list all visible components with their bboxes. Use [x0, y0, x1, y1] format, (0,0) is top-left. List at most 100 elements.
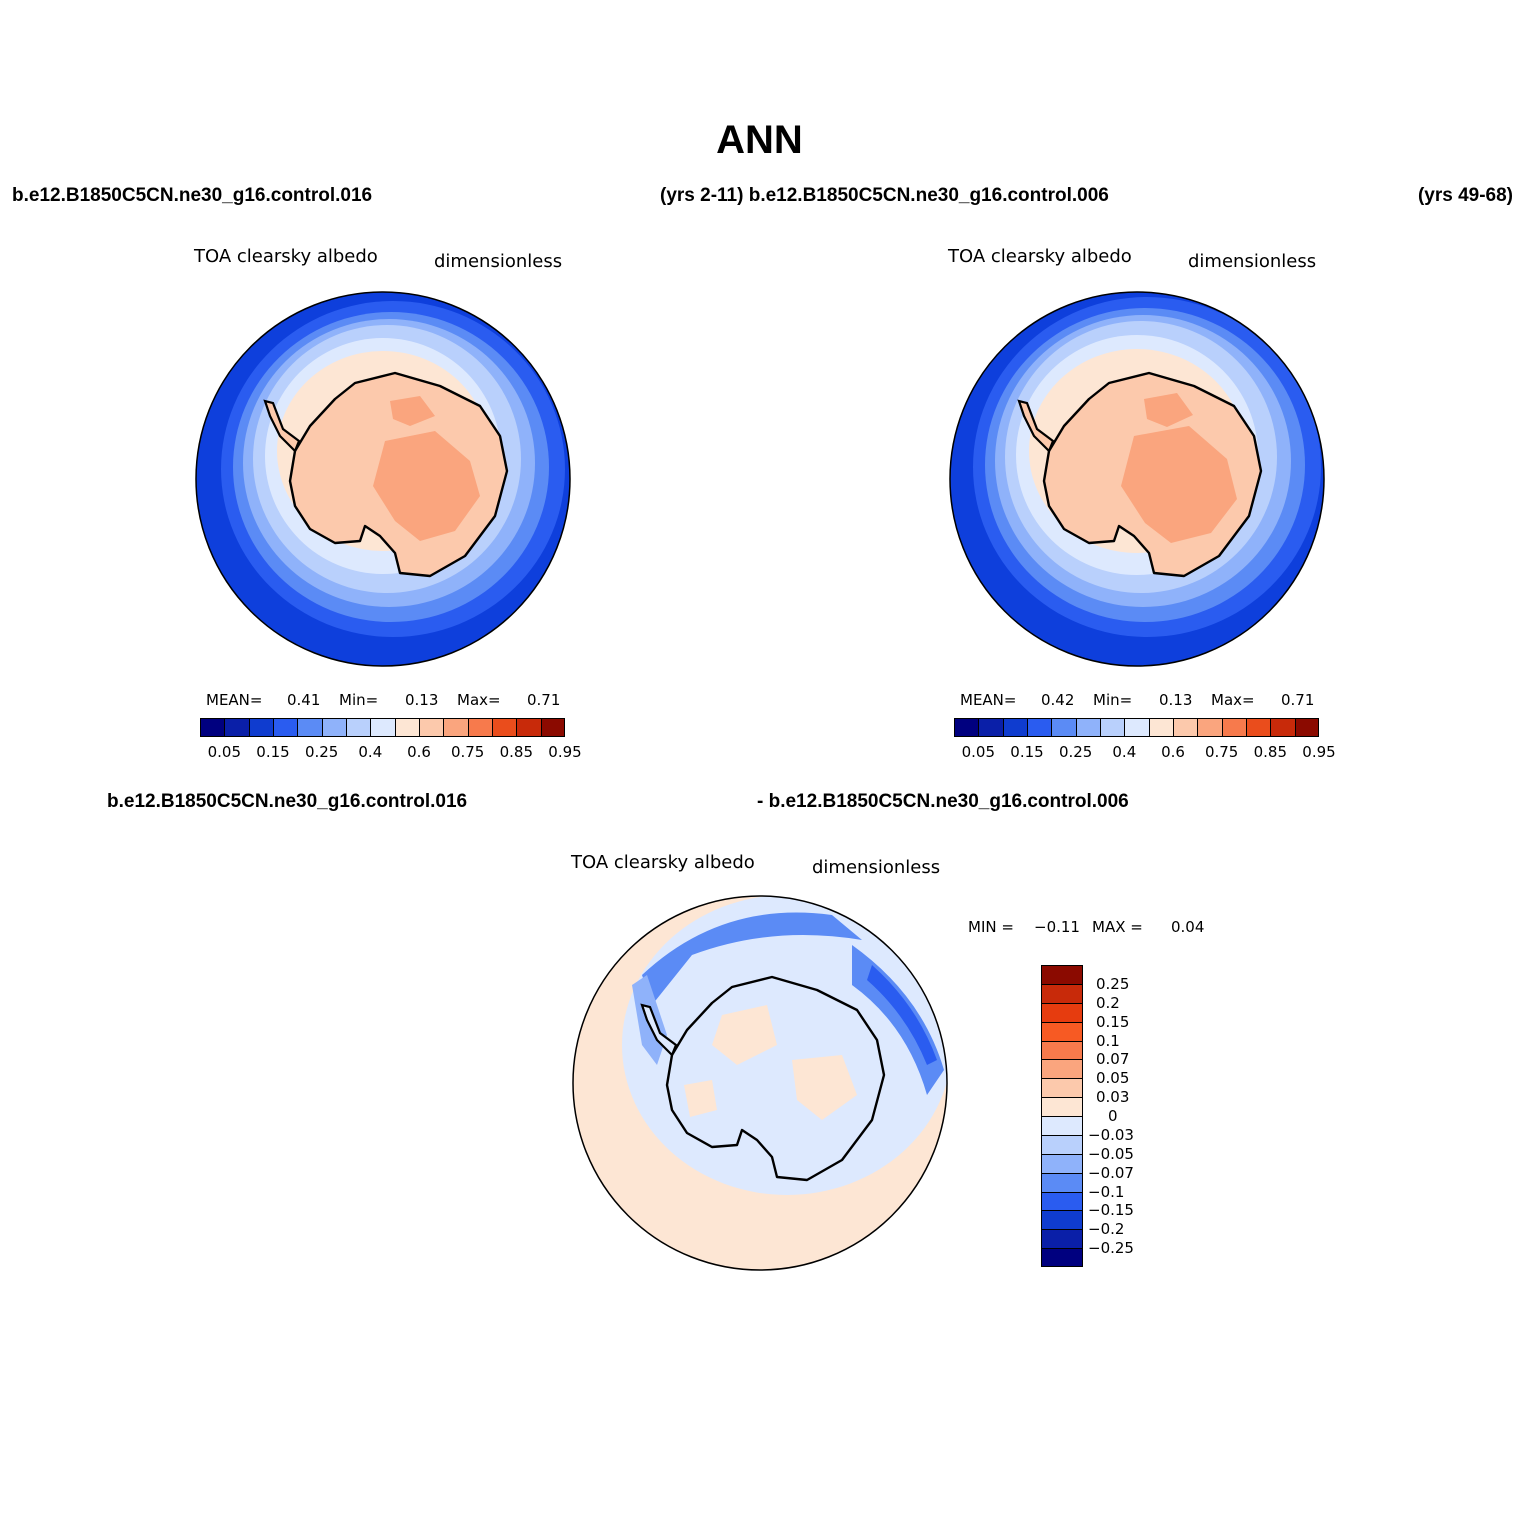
colorbar-tick-label: 0.25 [304, 743, 339, 761]
diff-colorbar-tick-label: −0.07 [1088, 1163, 1134, 1182]
diff-header-left: b.e12.B1850C5CN.ne30_g16.control.016 [107, 791, 468, 812]
diff-variable-label: TOA clearsky albedo [571, 852, 755, 873]
panel1-variable-label: TOA clearsky albedo [194, 246, 378, 267]
colorbar-tick-label: 0.6 [407, 743, 431, 761]
diff-colorbar-swatch [1041, 1059, 1083, 1079]
diff-min-value: −0.11 [1034, 918, 1080, 936]
colorbar-tick-label: 0.4 [358, 743, 383, 761]
diff-colorbar-tick-label: 0.25 [1096, 974, 1130, 993]
colorbar-swatch [540, 718, 565, 737]
colorbar-swatch [954, 718, 979, 737]
diff-colorbar-swatch [1041, 1191, 1083, 1211]
panel1-plateau-patch [390, 396, 435, 426]
colorbar-swatch [516, 718, 541, 737]
colorbar-swatch [1027, 718, 1052, 737]
panel1-min-label: Min= [339, 691, 379, 709]
case-header-center: (yrs 2-11) b.e12.B1850C5CN.ne30_g16.cont… [660, 185, 1109, 206]
panel2-mean-value: 0.42 [1041, 691, 1075, 709]
colorbar-swatch [321, 718, 346, 737]
colorbar-tick-label: 0.15 [1010, 743, 1044, 761]
diff-colorbar-swatch [1041, 1116, 1083, 1135]
diff-colorbar-tick-label: 0.15 [1096, 1012, 1130, 1031]
colorbar-swatch [297, 718, 322, 737]
colorbar-swatch [1294, 718, 1319, 737]
panel1-min-value: 0.13 [405, 691, 439, 709]
diff-colorbar-tick-label: −0.2 [1088, 1220, 1125, 1239]
colorbar-tick-label: 0.95 [1302, 743, 1336, 761]
diff-colorbar-tick-label: 0.2 [1096, 993, 1120, 1012]
panel2-plateau-patch [1144, 393, 1193, 427]
colorbar-swatch [394, 718, 419, 737]
colorbar-tick-label: 0.15 [256, 743, 290, 761]
panel1-max-label: Max= [457, 691, 501, 709]
diff-colorbar-swatch [1041, 1172, 1083, 1192]
panel1-plateau-high [373, 431, 480, 541]
diff-colorbar-tick-label: 0.03 [1096, 1088, 1130, 1107]
colorbar-swatch [1173, 718, 1198, 737]
colorbar-tick-label: 0.75 [450, 743, 485, 761]
panel1-mean-label: MEAN= [206, 691, 263, 709]
panel2-variable-label: TOA clearsky albedo [948, 246, 1132, 267]
diff-colorbar-tick-label: −0.25 [1088, 1239, 1134, 1258]
diff-colorbar-tick-label: 0.1 [1096, 1031, 1120, 1050]
diff-colorbar-swatch [1041, 1210, 1083, 1230]
diff-colorbar-tick-label: −0.05 [1088, 1144, 1134, 1163]
panel1-max-value: 0.71 [527, 691, 561, 709]
diff-blue-arc-north [642, 912, 862, 1005]
colorbar-swatch [1002, 718, 1027, 737]
diff-colorbar-swatch [1041, 1097, 1083, 1116]
colorbar-tick-label: 0.05 [207, 743, 242, 761]
panel1-mean-value: 0.41 [287, 691, 321, 709]
colorbar-swatch [1246, 718, 1271, 737]
panel1-polar-map [195, 291, 571, 667]
diff-colorbar-swatch [1041, 1248, 1083, 1267]
panel2-mean-label: MEAN= [960, 691, 1017, 709]
diff-header-right: - b.e12.B1850C5CN.ne30_g16.control.006 [757, 791, 1129, 812]
colorbar-tick-label: 0.05 [961, 743, 996, 761]
diff-colorbar-swatch [1041, 1153, 1083, 1173]
colorbar-swatch [248, 718, 273, 737]
colorbar-tick-label: 0.75 [1204, 743, 1239, 761]
panel2-antarctic-peninsula [1017, 399, 1055, 453]
colorbar-swatch [492, 718, 517, 737]
panel2-units-label: dimensionless [1188, 251, 1317, 272]
diff-colorbar-swatch [1041, 1134, 1083, 1154]
panel2-min-label: Min= [1093, 691, 1133, 709]
case-header-left: b.e12.B1850C5CN.ne30_g16.control.016 [12, 185, 373, 206]
colorbar-swatch [1270, 718, 1295, 737]
colorbar-swatch [419, 718, 444, 737]
panel2-max-label: Max= [1211, 691, 1255, 709]
colorbar-swatch [200, 718, 225, 737]
diff-colorbar-swatch [1041, 1040, 1083, 1060]
diff-land-patch-3 [684, 1080, 717, 1117]
diff-colorbar-swatch [1041, 965, 1083, 984]
diff-land-patch-1 [712, 1005, 777, 1065]
case-header-right: (yrs 49-68) [1417, 185, 1513, 206]
diff-colorbar-swatch [1041, 1078, 1083, 1098]
diff-colorbar-tick-label: 0 [1108, 1107, 1118, 1125]
colorbar-tick-label: 0.25 [1058, 743, 1093, 761]
colorbar-swatch [978, 718, 1003, 737]
colorbar-swatch [1100, 718, 1125, 737]
diff-max-value: 0.04 [1171, 918, 1205, 936]
diff-colorbar-swatch [1041, 1229, 1083, 1249]
diff-polar-map [572, 895, 948, 1271]
panel2-colorbar [954, 718, 1319, 737]
colorbar-swatch [273, 718, 298, 737]
panel2-min-value: 0.13 [1159, 691, 1193, 709]
colorbar-tick-label: 0.4 [1112, 743, 1137, 761]
diff-colorbar-tick-label: 0.05 [1096, 1069, 1130, 1088]
colorbar-swatch [1051, 718, 1076, 737]
colorbar-swatch [1148, 718, 1173, 737]
panel1-units-label: dimensionless [434, 251, 563, 272]
panel2-polar-map [949, 291, 1325, 667]
colorbar-swatch [467, 718, 492, 737]
diff-dark-blue-arc-east [867, 965, 937, 1065]
colorbar-swatch [346, 718, 371, 737]
diff-colorbar-swatch [1041, 1021, 1083, 1041]
panel2-max-value: 0.71 [1281, 691, 1315, 709]
diff-land-patch-2 [792, 1055, 857, 1120]
panel1-colorbar [200, 718, 565, 737]
colorbar-swatch [370, 718, 395, 737]
colorbar-tick-label: 0.85 [499, 743, 534, 761]
